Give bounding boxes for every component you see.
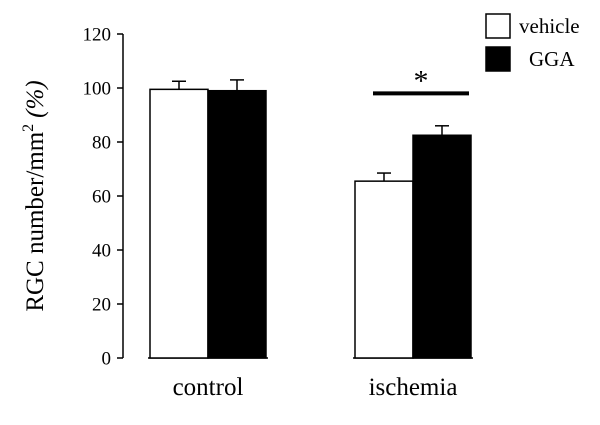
legend-label-vehicle: vehicle — [519, 14, 580, 38]
bars — [149, 79, 472, 359]
y-tick-label: 100 — [83, 79, 112, 100]
bar-vehicle-ischemia — [354, 180, 414, 359]
bar-gga-control — [207, 89, 267, 359]
category-label-control: control — [173, 374, 244, 401]
y-tick-label: 120 — [83, 25, 112, 46]
y-axis-title-unit: (%) — [22, 80, 49, 117]
legend-label-gga: GGA — [529, 47, 575, 71]
y-tick-label: 60 — [92, 187, 111, 208]
legend-swatch-gga — [485, 46, 511, 72]
y-tick-label: 80 — [92, 133, 111, 154]
annotations: * — [373, 64, 469, 97]
legend-swatch-vehicle — [485, 13, 511, 39]
legend: vehicle GGA — [485, 13, 580, 72]
bar-gga-ischemia — [412, 134, 472, 359]
category-label-ischemia: ischemia — [369, 374, 458, 401]
y-tick-label: 20 — [92, 295, 111, 316]
y-axis-title: RGC number/mm2 (%) — [20, 80, 49, 311]
y-axis-title-superscript: 2 — [20, 124, 37, 132]
y-tick-label: 0 — [102, 349, 112, 370]
significance-marker: * — [414, 64, 429, 97]
y-tick-label: 40 — [92, 241, 111, 262]
y-axis-label: RGC number/mm2 (%) — [20, 80, 49, 311]
y-axis-title-main: RGC number/mm — [22, 131, 49, 311]
bar-vehicle-control — [149, 88, 209, 359]
